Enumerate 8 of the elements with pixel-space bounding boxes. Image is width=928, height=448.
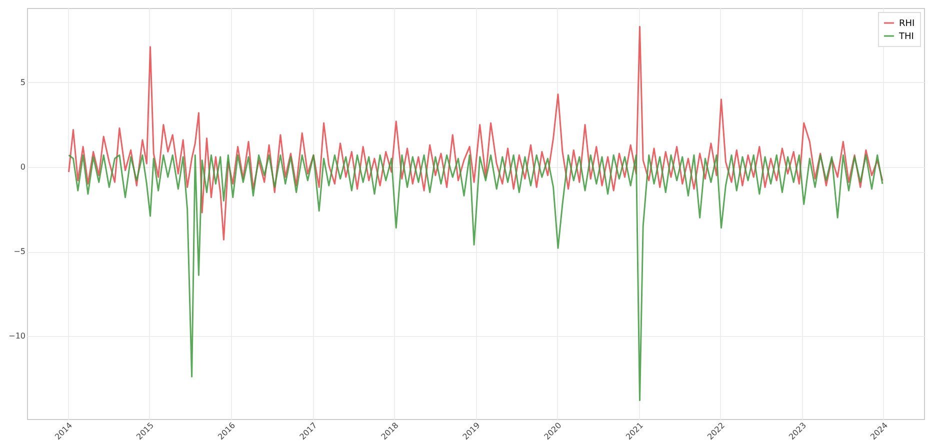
y-tick-label: −5 bbox=[14, 247, 26, 256]
legend-label: THI bbox=[898, 32, 914, 42]
line-series bbox=[68, 26, 884, 240]
y-tick-label: 5 bbox=[20, 78, 26, 87]
y-tick-label: −10 bbox=[8, 332, 26, 341]
line-series bbox=[68, 154, 884, 402]
legend-label: RHI bbox=[899, 19, 915, 29]
y-tick-label: 0 bbox=[20, 162, 26, 172]
